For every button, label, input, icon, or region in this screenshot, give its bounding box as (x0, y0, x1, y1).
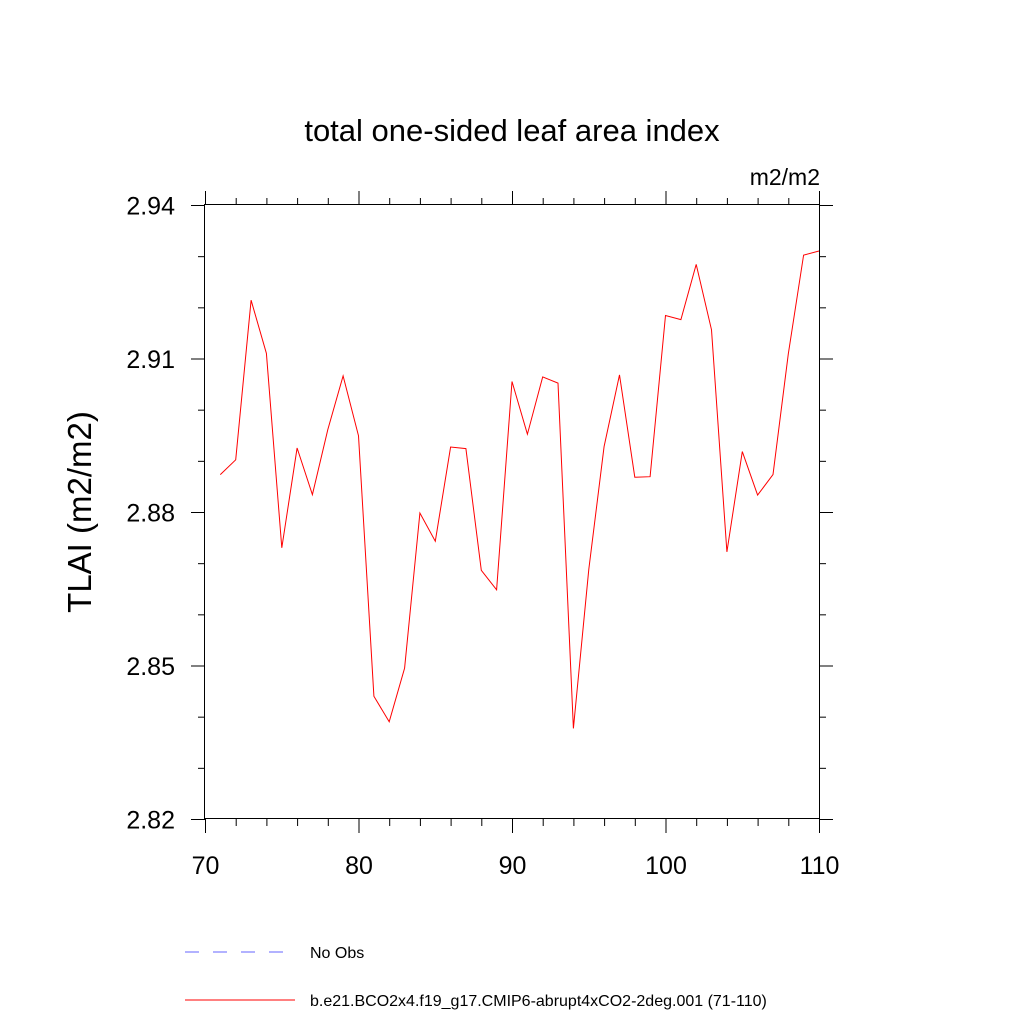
legend-label: No Obs (310, 945, 364, 962)
x-tick-label: 80 (345, 852, 373, 880)
axis-ticks: 70 80 90 100 110 2.82 2.85 2.88 2.91 2.94 (126, 191, 839, 880)
y-tick-label: 2.82 (126, 807, 175, 835)
x-tick-label: 100 (645, 852, 687, 880)
x-tick-label: 70 (192, 852, 220, 880)
chart-title: total one-sided leaf area index (304, 113, 720, 148)
y-tick-label: 2.88 (126, 500, 175, 528)
series-line (219, 250, 820, 729)
y-tick-label: 2.85 (126, 653, 175, 681)
y-tick-label: 2.91 (126, 346, 175, 374)
x-tick-label: 110 (800, 852, 840, 880)
series-layer (219, 250, 820, 729)
legend: No Obs b.e21.BCO2x4.f19_g17.CMIP6-abrupt4… (185, 945, 767, 1010)
legend-label: b.e21.BCO2x4.f19_g17.CMIP6-abrupt4xCO2-2… (310, 993, 767, 1010)
units-label: m2/m2 (750, 164, 820, 190)
plot-frame (204, 204, 820, 819)
x-tick-label: 90 (499, 852, 527, 880)
y-axis-label: TLAI (m2/m2) (61, 411, 98, 613)
y-tick-label: 2.94 (126, 193, 175, 221)
